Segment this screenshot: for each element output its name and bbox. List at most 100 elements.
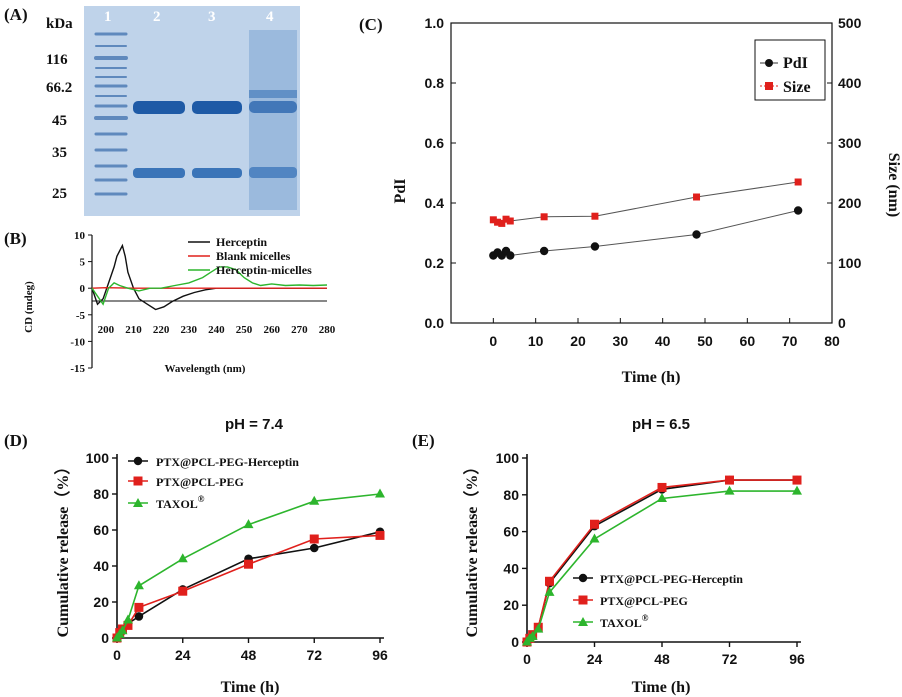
legend-label-herceptin: Herceptin xyxy=(216,235,267,249)
panel-e-label: (E) xyxy=(412,431,435,450)
release-point-taxol xyxy=(117,625,128,635)
release-point-ptx-pcl-peg xyxy=(657,482,667,492)
release-line-taxol xyxy=(526,490,797,643)
panel-c-y2-tick-label: 0 xyxy=(838,315,846,331)
panel-d: (D) pH = 7.4 Cumulative release（%） Time … xyxy=(4,416,388,696)
panel-c-x-tick-label: 30 xyxy=(613,333,629,349)
size-point xyxy=(794,178,802,186)
panel-d-y-label: Cumulative release（%） xyxy=(54,459,72,638)
panel-b-x-ticks: 200 210 220 230 240 250 260 270 280 xyxy=(98,324,336,336)
pdi-point xyxy=(590,242,600,251)
legend-label-taxol-d: TAXOL® xyxy=(156,494,205,511)
legend-label-herceptin-np-e: PTX@PCL-PEG-Herceptin xyxy=(600,572,743,586)
release-y-tick-label: 20 xyxy=(503,597,519,613)
marker-label-66: 66.2 xyxy=(46,80,72,96)
panel-d-x-label: Time (h) xyxy=(221,679,280,696)
panel-d-ticks: 0 20 40 60 80 100 0 24 48 72 96 xyxy=(86,450,388,663)
panel-b-y-ticks: 10 5 0 -5 -10 -15 xyxy=(70,230,92,375)
release-point-taxol xyxy=(375,488,385,498)
panel-c-x-tick-label: 60 xyxy=(740,333,756,349)
release-point-ptx-pcl-peg xyxy=(545,576,554,586)
lane-label-2: 2 xyxy=(153,9,161,25)
panel-d-label: (D) xyxy=(4,431,28,450)
panel-b-y-tick-label: 10 xyxy=(74,230,86,242)
release-point-taxol xyxy=(544,586,555,596)
release-point-taxol xyxy=(724,485,735,495)
panel-b-x-label: Wavelength (nm) xyxy=(165,363,246,375)
panel-e: (E) pH = 6.5 Cumulative release（%） Time … xyxy=(412,416,805,696)
release-y-tick-label: 40 xyxy=(93,558,109,574)
panel-a-label: (A) xyxy=(4,5,28,24)
release-point-taxol xyxy=(309,495,320,505)
legend-marker-taxol-d xyxy=(133,498,143,507)
legend-label-herceptin-micelles: Herceptin-micelles xyxy=(216,263,312,277)
pdi-point xyxy=(793,206,803,215)
release-point-ptx-pcl-peg xyxy=(134,602,144,612)
release-y-tick-label: 0 xyxy=(511,634,519,650)
cd-line-blank-micelles xyxy=(91,286,327,289)
legend-marker-size xyxy=(765,82,773,90)
marker-ladder xyxy=(94,32,128,196)
panel-c: (C) PdI Size (nm) Time (h) 0.00.20.40.60… xyxy=(359,15,902,386)
release-point-ptx-pcl-peg-herceptin xyxy=(309,543,319,553)
lane-label-4: 4 xyxy=(266,9,274,25)
panel-b-y-tick-label: -5 xyxy=(76,310,86,322)
legend-label-taxol-e: TAXOL® xyxy=(600,613,649,630)
panel-b-x-tick-label: 270 xyxy=(291,324,308,336)
release-point-ptx-pcl-peg xyxy=(792,475,802,485)
panel-b-series xyxy=(91,243,328,311)
release-point-ptx-pcl-peg xyxy=(244,559,253,569)
panel-b: (B) CD (mdeg) Wavelength (nm) 10 5 0 -5 -10 -… xyxy=(4,229,336,375)
panel-c-ticks: 0.0 0.2 0.4 0.6 0.8 1.0 0 100 200 300 400 500 0 10 20 3… xyxy=(425,15,862,349)
release-y-tick-label: 60 xyxy=(503,524,519,540)
release-line-ptx-pcl-peg-herceptin xyxy=(526,479,797,643)
legend-marker-herceptin-np-d xyxy=(133,456,143,466)
panel-c-x-tick-label: 50 xyxy=(697,333,713,349)
release-x-tick-label: 48 xyxy=(654,651,670,667)
panel-d-series xyxy=(112,488,385,643)
panel-c-y-tick-label: 0.2 xyxy=(425,255,445,271)
panel-c-y2-tick-label: 100 xyxy=(838,255,862,271)
panel-b-x-tick-label: 230 xyxy=(181,324,198,336)
panel-b-y-tick-label: -15 xyxy=(70,363,85,375)
panel-c-y-tick-label: 0.0 xyxy=(425,315,445,331)
legend-label-pdi: PdI xyxy=(783,55,808,72)
gel-unit-label: kDa xyxy=(46,16,73,32)
release-point-taxol xyxy=(243,519,254,529)
panel-c-x-tick-label: 0 xyxy=(489,333,497,349)
panel-e-legend: PTX@PCL-PEG-Herceptin PTX@PCL-PEG TAXOL® xyxy=(573,572,743,630)
release-point-ptx-pcl-peg xyxy=(123,620,133,630)
panel-b-x-tick-label: 210 xyxy=(125,324,142,336)
pdi-point xyxy=(539,246,549,256)
legend-marker-pcl-peg-e xyxy=(578,595,588,605)
panel-e-series xyxy=(522,475,802,647)
size-point xyxy=(693,193,701,201)
marker-label-116: 116 xyxy=(46,52,68,68)
marker-label-35: 35 xyxy=(52,145,67,161)
release-point-ptx-pcl-peg xyxy=(178,586,188,596)
panel-a: (A) kDa xyxy=(4,5,300,216)
panel-b-x-tick-label: 260 xyxy=(263,324,280,336)
release-line-ptx-pcl-peg xyxy=(116,534,381,639)
panel-c-y2-tick-label: 500 xyxy=(838,15,862,31)
panel-c-x-tick-label: 80 xyxy=(824,333,840,349)
legend-label-pcl-peg-e: PTX@PCL-PEG xyxy=(600,594,688,608)
pdi-point xyxy=(506,251,515,260)
size-point xyxy=(494,218,502,226)
release-y-tick-label: 0 xyxy=(101,630,109,646)
marker-label-45: 45 xyxy=(52,113,67,129)
panel-e-title: pH = 6.5 xyxy=(632,416,690,433)
release-x-tick-label: 96 xyxy=(372,647,388,663)
panel-c-y-tick-label: 0.6 xyxy=(425,135,445,151)
panel-c-x-label: Time (h) xyxy=(622,369,681,386)
lane-label-1: 1 xyxy=(104,9,112,25)
legend-label-herceptin-np-d: PTX@PCL-PEG-Herceptin xyxy=(156,455,299,469)
panel-c-y2-tick-label: 300 xyxy=(838,135,862,151)
release-x-tick-label: 24 xyxy=(175,647,191,663)
release-x-tick-label: 96 xyxy=(789,651,805,667)
release-point-taxol xyxy=(792,485,802,495)
panel-b-x-tick-label: 200 xyxy=(98,324,115,336)
legend-label-size: Size xyxy=(783,79,811,96)
legend-label-pcl-peg-d: PTX@PCL-PEG xyxy=(156,475,244,489)
